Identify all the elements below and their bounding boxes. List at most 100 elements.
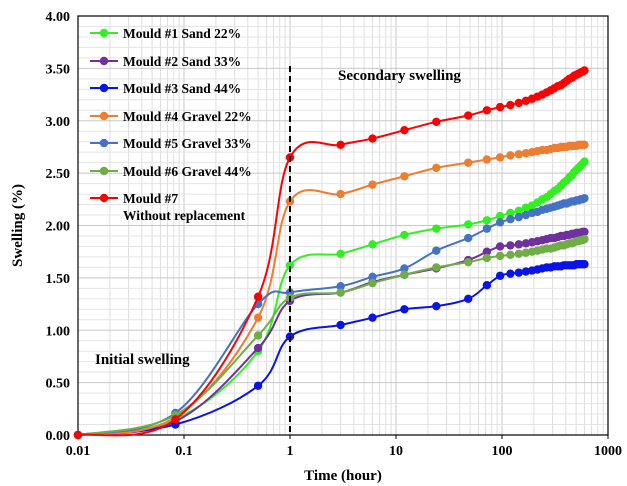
data-point	[482, 281, 492, 290]
x-axis-title: Time (hour)	[304, 468, 382, 484]
data-point	[580, 234, 589, 244]
series-6	[73, 234, 589, 440]
data-point	[400, 264, 409, 273]
y-tick-label: 4.00	[46, 10, 71, 25]
data-point	[514, 240, 523, 249]
x-tick-label: 100	[492, 444, 513, 459]
data-point	[464, 158, 473, 167]
data-point	[400, 230, 409, 240]
x-tick-label: 10	[389, 444, 403, 459]
y-tick-label: 2.00	[46, 220, 71, 235]
x-tick-label: 1	[287, 444, 294, 459]
data-point	[495, 218, 505, 227]
data-point	[495, 242, 505, 251]
series-2	[73, 227, 589, 440]
data-point	[482, 155, 492, 164]
data-point	[506, 250, 515, 260]
legend-item-5: Mould #5 Gravel 33%	[90, 136, 252, 151]
data-point	[482, 247, 492, 256]
data-point	[464, 233, 473, 243]
y-tick-label: 3.50	[46, 62, 71, 77]
legend-item-1: Mould #1 Sand 22%	[90, 26, 241, 41]
data-point	[464, 220, 473, 229]
series-7	[73, 66, 589, 440]
legend-swatch-marker	[99, 193, 109, 203]
annotation-secondary-swelling: Secondary swelling	[338, 68, 461, 84]
series-line	[77, 143, 585, 436]
data-point	[432, 246, 441, 255]
series-line	[77, 238, 586, 436]
data-point	[580, 194, 589, 203]
data-point	[368, 313, 377, 322]
y-tick-label: 1.00	[46, 324, 71, 339]
data-point	[285, 261, 295, 270]
y-tick-label: 3.00	[46, 115, 71, 130]
data-point	[506, 208, 515, 218]
data-point	[253, 292, 263, 301]
data-point	[506, 241, 515, 250]
data-point	[495, 251, 505, 261]
data-point	[482, 224, 492, 233]
legend: Mould #1 Sand 22% Mould #2 Sand 33% Mould …	[90, 26, 252, 223]
series-group	[73, 66, 589, 440]
data-point	[253, 313, 263, 322]
data-point	[514, 98, 523, 108]
legend-item-6: Mould #6 Gravel 44%	[90, 164, 252, 179]
data-point	[432, 301, 441, 311]
data-point	[336, 249, 345, 258]
data-point	[506, 215, 515, 224]
data-point	[432, 263, 441, 272]
data-point	[400, 270, 409, 279]
data-point	[506, 151, 515, 160]
data-point	[253, 381, 263, 390]
data-point	[495, 271, 505, 280]
legend-swatch-marker	[99, 138, 109, 148]
data-point	[368, 272, 377, 282]
data-point	[580, 227, 589, 236]
data-point	[482, 253, 492, 263]
data-point	[495, 211, 505, 221]
y-axis-title: Swelling (%)	[10, 184, 26, 267]
x-tick-label: 0.1	[175, 444, 193, 459]
legend-swatch-marker	[99, 56, 109, 66]
data-point	[368, 240, 377, 249]
data-point	[432, 117, 441, 126]
axes	[77, 15, 609, 436]
data-point	[253, 331, 263, 340]
data-point	[368, 180, 377, 189]
legend-swatch-marker	[99, 28, 109, 38]
legend-item-2: Mould #2 Sand 33%	[90, 54, 241, 69]
series-4	[73, 140, 589, 440]
y-tick-label: 0.00	[46, 429, 71, 444]
y-tick-label: 0.50	[46, 377, 71, 392]
data-point	[253, 343, 263, 353]
y-tick-label: 1.50	[46, 272, 71, 287]
data-point	[171, 415, 180, 424]
legend-swatch-marker	[99, 166, 109, 176]
data-point	[336, 189, 345, 199]
x-tick-label: 1000	[594, 444, 622, 459]
legend-swatch-marker	[99, 111, 109, 121]
data-point	[514, 268, 523, 277]
data-point	[73, 430, 83, 440]
grid	[78, 16, 608, 435]
data-point	[580, 140, 589, 150]
legend-label: Mould #1 Sand 22%	[123, 26, 241, 41]
data-point	[432, 224, 441, 233]
series-line	[77, 197, 586, 436]
legend-label: Mould #3 Sand 44%	[123, 81, 241, 96]
data-point	[464, 294, 473, 304]
series-line	[77, 230, 585, 436]
series-1	[73, 157, 589, 440]
y-tick-label: 2.50	[46, 167, 71, 182]
data-point	[514, 150, 523, 159]
data-point	[495, 102, 505, 112]
data-point	[400, 305, 409, 314]
legend-label: Mould #2 Sand 33%	[123, 54, 241, 69]
data-point	[336, 288, 345, 297]
data-point	[506, 100, 515, 110]
legend-item-7: Mould #7 Without replacement	[90, 191, 246, 223]
data-point	[336, 140, 345, 150]
